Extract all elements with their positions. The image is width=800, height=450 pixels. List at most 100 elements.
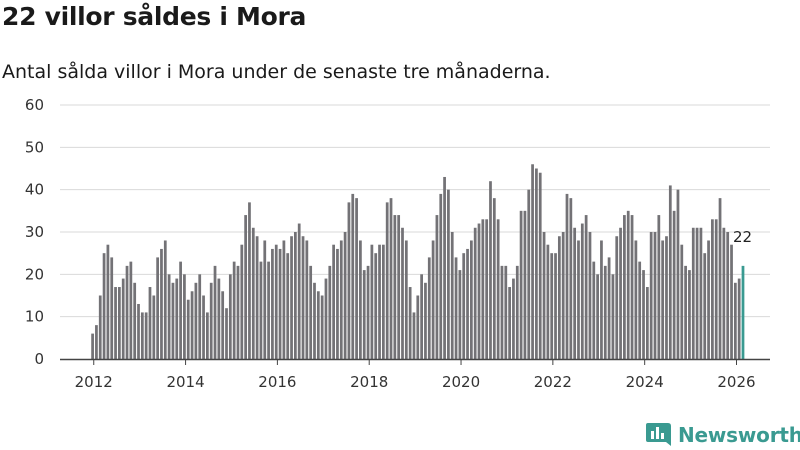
y-tick-label: 40 — [25, 181, 44, 199]
bar — [504, 265, 508, 359]
bar — [638, 261, 642, 359]
bar — [408, 287, 412, 359]
bar — [255, 236, 259, 359]
bar — [420, 274, 423, 359]
bar — [584, 215, 588, 359]
x-tick-label: 2024 — [626, 373, 664, 391]
bar — [313, 282, 316, 359]
bar — [443, 176, 446, 359]
bar — [175, 278, 179, 359]
data-label: 22 — [733, 228, 752, 246]
bar — [630, 215, 634, 359]
bar — [293, 232, 297, 359]
bar — [730, 244, 733, 359]
bar — [163, 240, 167, 359]
brand-name: Newsworthy — [678, 423, 800, 447]
bar — [186, 299, 190, 359]
bar — [309, 265, 313, 359]
bar — [347, 202, 351, 359]
bar — [695, 227, 699, 359]
bar — [447, 189, 450, 359]
x-tick-label: 2014 — [166, 373, 204, 391]
bar — [225, 308, 228, 359]
x-tick-label: 2022 — [534, 373, 572, 391]
bar — [152, 295, 156, 359]
bar — [561, 232, 565, 359]
bar — [515, 265, 519, 359]
bar — [485, 219, 489, 359]
bar — [183, 274, 186, 359]
bar — [596, 274, 599, 359]
bar — [286, 253, 290, 359]
bar — [676, 189, 680, 359]
bar — [362, 270, 366, 359]
bar — [722, 227, 726, 359]
x-tick-label: 2016 — [258, 373, 296, 391]
bar — [416, 295, 420, 359]
bar — [634, 240, 638, 359]
bar — [615, 236, 619, 359]
bar — [554, 253, 557, 359]
bar — [305, 240, 309, 359]
bar — [91, 333, 94, 359]
bar — [492, 198, 496, 359]
bar — [263, 240, 267, 359]
y-tick-label: 60 — [25, 96, 44, 114]
bar — [320, 295, 324, 359]
bar — [297, 223, 301, 359]
bar — [707, 240, 710, 359]
bar — [642, 270, 645, 359]
bar — [527, 189, 531, 359]
bar — [393, 215, 397, 359]
bar — [282, 240, 286, 359]
bar — [278, 248, 282, 359]
x-tick-label: 2018 — [350, 373, 388, 391]
bar — [194, 282, 198, 359]
bar — [603, 265, 607, 359]
bar — [404, 240, 408, 359]
bar — [110, 257, 114, 359]
x-tick-label: 2026 — [717, 373, 755, 391]
bar — [106, 244, 110, 359]
bar — [469, 240, 473, 359]
bar — [657, 215, 661, 359]
bar — [672, 210, 676, 359]
bar — [397, 215, 401, 359]
bar — [228, 274, 232, 359]
bar — [381, 244, 385, 359]
bar — [619, 227, 622, 359]
bar — [125, 265, 129, 359]
bar — [217, 278, 221, 359]
newsworthy-logo: Newsworthy — [646, 422, 800, 448]
bar — [232, 261, 236, 359]
bar — [251, 227, 255, 359]
bar — [569, 198, 573, 359]
x-tick-label: 2012 — [75, 373, 113, 391]
bar — [535, 168, 538, 359]
bar — [385, 202, 389, 359]
bar — [714, 219, 718, 359]
bar — [259, 261, 263, 359]
bar — [271, 248, 274, 359]
bar — [355, 198, 358, 359]
y-tick-label: 30 — [25, 223, 44, 241]
bar — [424, 282, 427, 359]
bar — [665, 236, 668, 359]
bar — [129, 261, 133, 359]
bar — [328, 265, 332, 359]
bar — [114, 287, 117, 359]
bar — [316, 291, 320, 359]
bar — [209, 282, 213, 359]
bar — [477, 223, 481, 359]
bar — [144, 312, 148, 359]
bar — [500, 265, 504, 359]
bar — [206, 312, 209, 359]
bar — [733, 282, 737, 359]
bar — [244, 215, 248, 359]
bar — [588, 232, 592, 359]
bar — [542, 232, 546, 359]
bar — [458, 270, 462, 359]
bar — [133, 282, 137, 359]
bar — [221, 291, 225, 359]
bar — [332, 244, 335, 359]
